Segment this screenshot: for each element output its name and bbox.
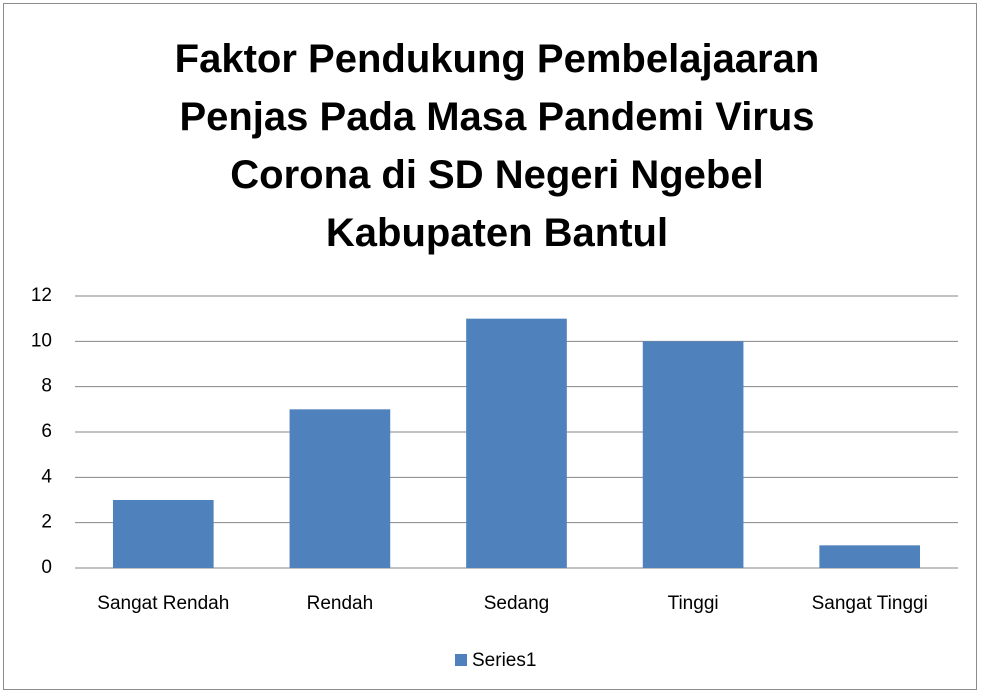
x-tick-label: Sedang bbox=[484, 593, 550, 614]
x-tick-label: Tinggi bbox=[668, 593, 719, 614]
y-tick-label: 12 bbox=[31, 285, 52, 306]
y-tick-label: 0 bbox=[41, 557, 52, 578]
bar bbox=[289, 409, 391, 568]
legend-label: Series1 bbox=[472, 650, 536, 671]
bar bbox=[819, 545, 921, 568]
y-tick-label: 8 bbox=[41, 376, 52, 397]
bar bbox=[642, 341, 744, 568]
y-tick-label: 6 bbox=[41, 421, 52, 442]
y-tick-label: 4 bbox=[41, 466, 52, 487]
bar bbox=[112, 500, 214, 568]
chart-frame bbox=[3, 3, 977, 690]
x-tick-label: Rendah bbox=[307, 593, 374, 614]
bar bbox=[466, 318, 567, 568]
y-tick-label: 2 bbox=[41, 512, 52, 533]
x-tick-label: Sangat Rendah bbox=[97, 593, 229, 614]
x-tick-label: Sangat Tinggi bbox=[812, 593, 928, 614]
y-tick-label: 10 bbox=[31, 330, 52, 351]
legend-swatch bbox=[455, 654, 467, 666]
chart-title: Faktor Pendukung Pembelajaaran Penjas Pa… bbox=[174, 37, 820, 255]
